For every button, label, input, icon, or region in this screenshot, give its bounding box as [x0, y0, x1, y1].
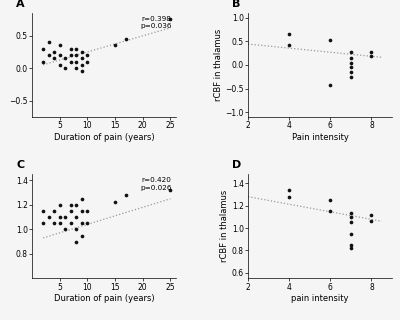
Text: A: A — [16, 0, 25, 9]
Point — [348, 242, 354, 247]
Point — [348, 69, 354, 75]
Point — [79, 49, 85, 54]
Point — [79, 56, 85, 61]
Point — [348, 65, 354, 70]
Point — [56, 221, 63, 226]
Point — [368, 49, 375, 54]
X-axis label: pain intensity: pain intensity — [291, 294, 349, 303]
Point — [123, 36, 129, 41]
Point — [51, 56, 57, 61]
Point — [68, 208, 74, 213]
Point — [56, 43, 63, 48]
Point — [68, 59, 74, 64]
Point — [79, 221, 85, 226]
Point — [62, 56, 68, 61]
Point — [62, 66, 68, 71]
Point — [79, 62, 85, 68]
Point — [348, 211, 354, 216]
Y-axis label: rCBF in thalamus: rCBF in thalamus — [220, 190, 229, 262]
Point — [68, 202, 74, 207]
Point — [327, 197, 334, 203]
Point — [62, 215, 68, 220]
Point — [348, 214, 354, 220]
Point — [112, 43, 118, 48]
Point — [56, 52, 63, 58]
Point — [73, 215, 80, 220]
Point — [68, 46, 74, 51]
Point — [112, 200, 118, 205]
Text: r=0.398
p=0.036: r=0.398 p=0.036 — [140, 16, 172, 29]
Text: r=0.420
p=0.026: r=0.420 p=0.026 — [140, 177, 172, 191]
Point — [40, 221, 46, 226]
Point — [84, 59, 90, 64]
Point — [123, 193, 129, 198]
Y-axis label: rCBF in thalamus: rCBF in thalamus — [214, 29, 222, 101]
Point — [327, 82, 334, 87]
X-axis label: Duration of pain (years): Duration of pain (years) — [54, 133, 154, 142]
Point — [167, 188, 174, 193]
Text: B: B — [232, 0, 241, 9]
Point — [73, 59, 80, 64]
Text: C: C — [17, 160, 25, 170]
X-axis label: Duration of pain (years): Duration of pain (years) — [54, 294, 154, 303]
Point — [348, 231, 354, 236]
Point — [46, 40, 52, 45]
Point — [368, 54, 375, 59]
Point — [286, 194, 292, 199]
Point — [167, 17, 174, 22]
Point — [348, 74, 354, 79]
Point — [73, 52, 80, 58]
Point — [56, 202, 63, 207]
Point — [73, 46, 80, 51]
Point — [46, 215, 52, 220]
Point — [56, 215, 63, 220]
Point — [348, 220, 354, 225]
Point — [51, 221, 57, 226]
Point — [327, 209, 334, 214]
Point — [62, 227, 68, 232]
Point — [73, 202, 80, 207]
Point — [79, 233, 85, 238]
Point — [348, 246, 354, 251]
Point — [73, 227, 80, 232]
Point — [368, 212, 375, 217]
Point — [46, 52, 52, 58]
Point — [68, 221, 74, 226]
Point — [40, 59, 46, 64]
Point — [368, 219, 375, 224]
Point — [348, 55, 354, 60]
Point — [348, 60, 354, 65]
Point — [327, 38, 334, 43]
Point — [84, 52, 90, 58]
Point — [73, 66, 80, 71]
Point — [73, 239, 80, 244]
Point — [348, 49, 354, 54]
Point — [84, 208, 90, 213]
Point — [40, 46, 46, 51]
Point — [68, 52, 74, 58]
Point — [79, 196, 85, 201]
Point — [51, 208, 57, 213]
Point — [286, 32, 292, 37]
Point — [56, 62, 63, 68]
Point — [79, 208, 85, 213]
Text: D: D — [232, 160, 241, 170]
Point — [286, 188, 292, 193]
Point — [40, 208, 46, 213]
Point — [84, 221, 90, 226]
Point — [286, 43, 292, 48]
Point — [51, 49, 57, 54]
X-axis label: Pain intensity: Pain intensity — [292, 133, 348, 142]
Point — [79, 69, 85, 74]
